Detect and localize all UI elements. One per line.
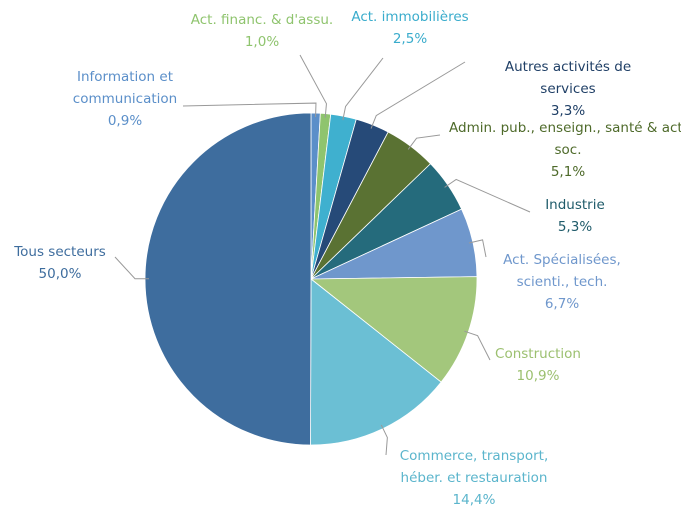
- value-label: 5,3%: [557, 219, 593, 235]
- category: Industrie: [545, 197, 605, 213]
- slice-label: Information et communication 0,9%: [60, 66, 190, 132]
- value-label: 6,7%: [544, 296, 580, 312]
- leader-line: [407, 134, 441, 150]
- value-label: 10,9%: [516, 368, 560, 384]
- leader-line: [468, 239, 487, 258]
- leader-line: [299, 54, 327, 118]
- value-label: 50,0%: [38, 266, 82, 282]
- leader-line: [464, 330, 491, 361]
- leader-line: [370, 61, 466, 129]
- leader-line: [444, 178, 531, 213]
- value-label: 5,1%: [550, 164, 586, 180]
- slice-label: Construction 10,9%: [473, 343, 603, 387]
- value-label: 2,5%: [392, 31, 428, 47]
- value-label: 1,0%: [244, 34, 280, 50]
- leader-line: [114, 256, 150, 280]
- slice-label: Industrie 5,3%: [515, 194, 635, 238]
- slice-label: Admin. pub., enseign., santé & act. soc.…: [448, 117, 681, 183]
- slice-label: Act. financ. & d'assu. 1,0%: [152, 9, 372, 53]
- category: Act. financ. & d'assu.: [190, 12, 334, 28]
- category: Admin. pub., enseign., santé & act. soc.: [449, 120, 681, 158]
- leader-line: [342, 57, 384, 121]
- category: Construction: [495, 346, 581, 362]
- value-label: 14,4%: [452, 492, 496, 507]
- category: Act. Spécialisées, scienti., tech.: [503, 252, 621, 290]
- value-label: 3,3%: [550, 103, 586, 119]
- slice-label: Tous secteurs 50,0%: [0, 241, 120, 285]
- category: Information et communication: [72, 69, 178, 107]
- category: Act. immobilières: [351, 9, 469, 25]
- category: Tous secteurs: [14, 244, 106, 260]
- leader-line: [380, 424, 388, 456]
- category: Commerce, transport, héber. et restaurat…: [399, 448, 549, 486]
- category: Autres activités de services: [504, 59, 632, 97]
- slice-label: Act. Spécialisées, scienti., tech. 6,7%: [490, 249, 635, 315]
- pie-slice: [144, 112, 312, 446]
- slice-label: Autres activités de services 3,3%: [488, 56, 648, 122]
- value-label: 0,9%: [107, 113, 143, 129]
- slice-label: Commerce, transport, héber. et restaurat…: [384, 445, 564, 507]
- slice-label: Act. immobilières 2,5%: [330, 6, 490, 50]
- leader-line: [182, 102, 317, 118]
